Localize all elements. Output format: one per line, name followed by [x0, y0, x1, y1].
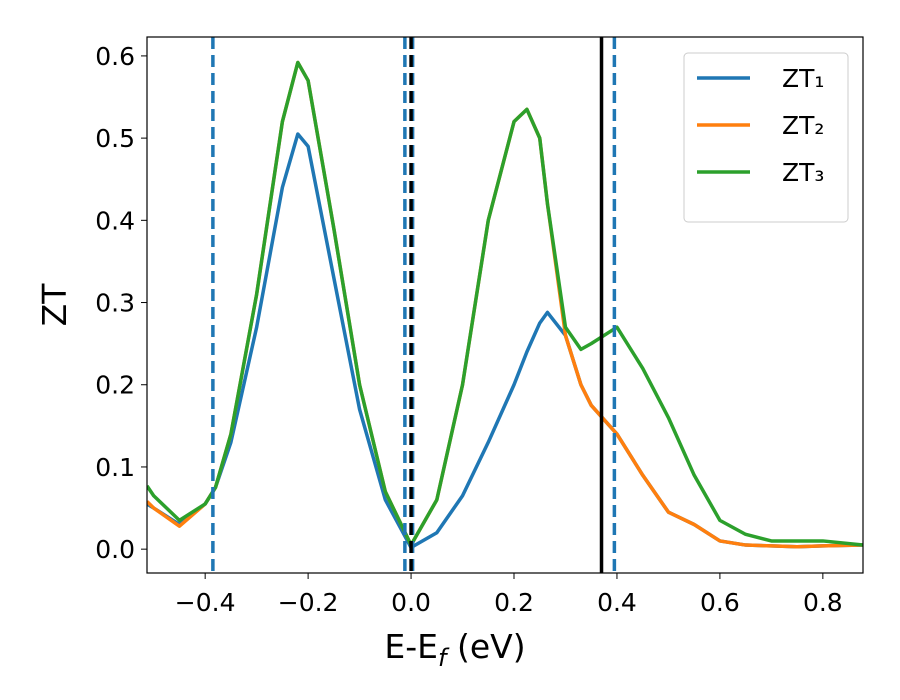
plot-frame: [146, 36, 864, 574]
x-label-part: (eV): [446, 627, 525, 666]
legend-box: [683, 52, 849, 223]
y-axis-label: ZT: [35, 283, 74, 327]
x-axis-label: E-Ef (eV): [384, 627, 525, 672]
y-tick-label: 0.4: [95, 206, 135, 235]
x-tick-label: −0.4: [175, 588, 236, 617]
legend-label: ZT₃: [782, 158, 824, 187]
x-tick-label: 0.2: [494, 588, 534, 617]
x-tick-label: 0.0: [391, 588, 431, 617]
series-line: [147, 60, 863, 547]
y-tick-label: 0.5: [95, 124, 135, 153]
x-tick-label: 0.8: [803, 588, 843, 617]
legend-label: ZT₁: [782, 64, 824, 93]
x-label-part: E-E: [384, 627, 438, 666]
y-tick-label: 0.2: [95, 371, 135, 400]
legend-label: ZT₂: [782, 111, 824, 140]
y-tick-label: 0.0: [95, 535, 135, 564]
y-tick-label: 0.3: [95, 289, 135, 318]
x-tick-label: 0.6: [700, 588, 740, 617]
y-tick-label: 0.1: [95, 453, 135, 482]
x-tick-label: 0.4: [597, 588, 637, 617]
x-tick-label: −0.2: [278, 588, 339, 617]
y-tick-label: 0.6: [95, 42, 135, 71]
